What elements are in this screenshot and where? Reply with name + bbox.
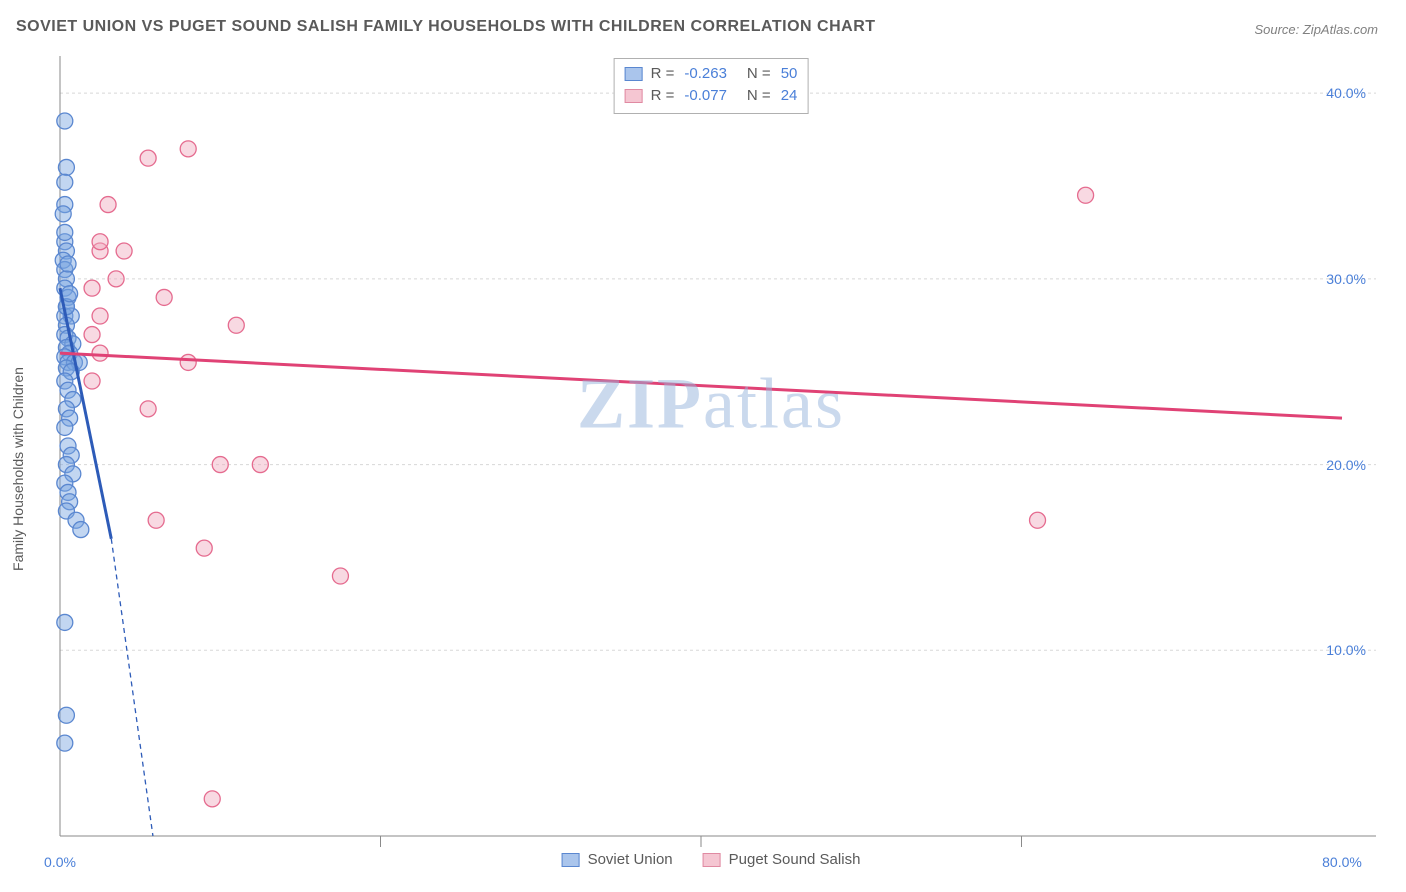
r-label: R = (651, 85, 675, 107)
series-legend-label: Soviet Union (588, 851, 673, 868)
r-value: -0.077 (684, 85, 727, 107)
n-label: N = (747, 63, 771, 85)
r-label: R = (651, 63, 675, 85)
y-tick-label: 20.0% (1326, 457, 1366, 473)
series-legend-label: Puget Sound Salish (729, 851, 861, 868)
r-value: -0.263 (684, 63, 727, 85)
n-label: N = (747, 85, 771, 107)
legend-swatch (625, 67, 643, 81)
correlation-legend-row: R = -0.077 N = 24 (625, 85, 798, 107)
x-tick-label: 80.0% (1322, 854, 1362, 870)
series-legend-item: Soviet Union (562, 851, 673, 868)
series-legend-item: Puget Sound Salish (703, 851, 861, 868)
chart-container: Family Households with Children ZIPatlas… (46, 56, 1376, 866)
series-legend: Soviet Union Puget Sound Salish (562, 851, 861, 868)
source-attribution: Source: ZipAtlas.com (1254, 22, 1378, 37)
correlation-legend: R = -0.263 N = 50 R = -0.077 N = 24 (614, 58, 809, 114)
n-value: 24 (781, 85, 798, 107)
legend-swatch (562, 853, 580, 867)
scatter-plot (46, 56, 1376, 866)
y-tick-label: 30.0% (1326, 271, 1366, 287)
correlation-legend-row: R = -0.263 N = 50 (625, 63, 798, 85)
legend-swatch (625, 89, 643, 103)
legend-swatch (703, 853, 721, 867)
y-tick-label: 10.0% (1326, 642, 1366, 658)
x-tick-label: 0.0% (44, 854, 76, 870)
chart-title: SOVIET UNION VS PUGET SOUND SALISH FAMIL… (16, 18, 876, 36)
n-value: 50 (781, 63, 798, 85)
y-tick-label: 40.0% (1326, 85, 1366, 101)
y-axis-label: Family Households with Children (10, 367, 26, 571)
